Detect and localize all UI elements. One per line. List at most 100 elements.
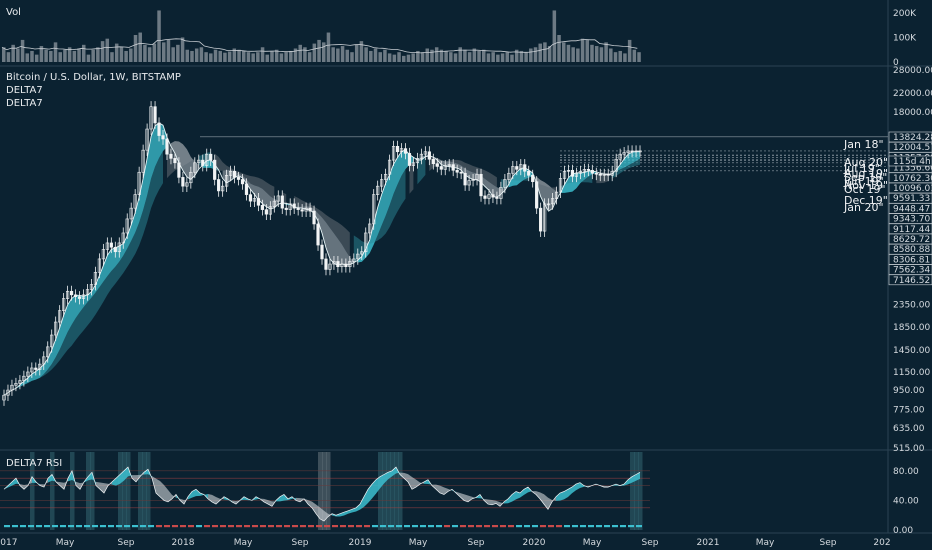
candle-body	[157, 122, 161, 136]
level-label: Jul 19"	[843, 162, 880, 175]
candle-body	[300, 209, 304, 212]
candle-body	[491, 194, 495, 198]
volume-bar	[529, 48, 533, 62]
volume-bar	[378, 52, 382, 62]
volume-bar	[590, 44, 594, 62]
rsi-highlight-column	[86, 452, 91, 530]
candle-body	[296, 207, 300, 210]
time-axis-label: Sep	[642, 538, 659, 548]
candle-body	[348, 261, 352, 268]
candle-body	[606, 173, 610, 176]
price-axis-label: 18000.00	[893, 108, 932, 118]
candle-body	[177, 162, 181, 178]
candle-body	[58, 310, 62, 323]
rsi-signal-dash	[460, 525, 466, 528]
rsi-area-segment	[264, 498, 268, 505]
rsi-signal-dash	[148, 525, 154, 528]
volume-bar	[430, 49, 434, 62]
rsi-title[interactable]: DELTA7 RSI	[6, 458, 63, 469]
candle-body	[292, 203, 296, 209]
volume-bar	[274, 49, 279, 62]
candle-body	[316, 223, 320, 246]
rsi-highlight-column	[90, 452, 95, 530]
candle-body	[503, 179, 507, 188]
volume-bar	[227, 51, 232, 62]
candle-body	[73, 294, 78, 297]
time-axis-label: Sep	[292, 538, 309, 548]
candle-body	[324, 258, 328, 270]
current-price-label: 11	[893, 157, 904, 167]
rsi-signal-dash	[68, 525, 74, 528]
candle-body	[395, 145, 400, 153]
rsi-signal-dash	[116, 525, 122, 528]
candle-body	[153, 106, 157, 124]
candle-body	[69, 290, 74, 296]
time-axis-label: 2017	[0, 538, 17, 548]
volume-bar	[110, 52, 114, 62]
candle-body	[574, 172, 579, 177]
volume-bar	[72, 50, 77, 62]
rsi-axis-label: 40.00	[893, 496, 919, 506]
candle-body	[459, 171, 463, 174]
rsi-area-segment	[536, 491, 540, 499]
volume-bar	[11, 44, 15, 62]
rsi-signal-dash	[220, 525, 226, 528]
candle-body	[288, 203, 292, 210]
volume-bar	[322, 42, 326, 62]
volume-bar	[171, 47, 175, 62]
volume-bar	[397, 52, 401, 62]
ribbon-bull	[508, 167, 533, 188]
candle-body	[30, 367, 34, 373]
price-label: 10762.30	[893, 174, 932, 184]
candle-body	[232, 170, 237, 178]
rsi-signal-dash	[172, 525, 178, 528]
rsi-signal-dash	[52, 525, 58, 528]
candle-body	[109, 242, 113, 248]
rsi-signal-dash	[492, 525, 498, 528]
price-pane[interactable]: Jan 18" Aug 20"Jul 19"Aug 19"Sep 19"Jun 1…	[2, 101, 888, 406]
rsi-signal-dash	[412, 525, 418, 528]
volume-bar	[467, 52, 472, 62]
ribbon-dark-bear	[409, 162, 414, 194]
candle-body	[38, 363, 42, 370]
rsi-area-segment	[564, 489, 568, 500]
indicator-label-1[interactable]: DELTA7	[6, 85, 43, 96]
candle-body	[360, 251, 364, 255]
candle-body	[554, 191, 559, 199]
candle-body	[320, 244, 324, 260]
candle-body	[197, 159, 201, 164]
candle-body	[193, 162, 197, 173]
candle-body	[93, 271, 98, 285]
candle-body	[217, 179, 221, 192]
candle-body	[570, 169, 575, 177]
candle-body	[407, 153, 412, 166]
volume-bar	[119, 47, 124, 62]
rsi-area-segment	[412, 476, 416, 490]
volume-bar	[105, 38, 110, 62]
candle-body	[403, 148, 408, 154]
rsi-area-segment	[380, 474, 384, 489]
ribbon-dark-bull	[612, 158, 640, 179]
rsi-area-segment	[76, 481, 80, 490]
indicator-label-2[interactable]: DELTA7	[6, 98, 43, 109]
volume-bar	[67, 47, 72, 62]
volume-bar	[557, 35, 561, 62]
symbol-title[interactable]: Bitcoin / U.S. Dollar, 1W, BITSTAMP	[6, 72, 181, 83]
rsi-area-segment	[48, 474, 52, 483]
price-label: 8629.72	[893, 235, 930, 245]
candle-body	[97, 258, 102, 273]
volume-bar	[472, 48, 477, 62]
rsi-signal-dash	[188, 525, 194, 528]
volume-bar	[232, 48, 237, 62]
candle-body	[133, 194, 137, 209]
candle-body	[356, 253, 360, 260]
volume-bar	[279, 53, 284, 62]
rsi-signal-dash	[292, 525, 298, 528]
candle-body	[630, 150, 634, 153]
volume-bar	[604, 42, 608, 62]
candle-body	[515, 166, 519, 170]
candle-body	[205, 153, 209, 166]
level-label: Jan 20"	[843, 201, 884, 214]
candle-body	[435, 163, 439, 167]
